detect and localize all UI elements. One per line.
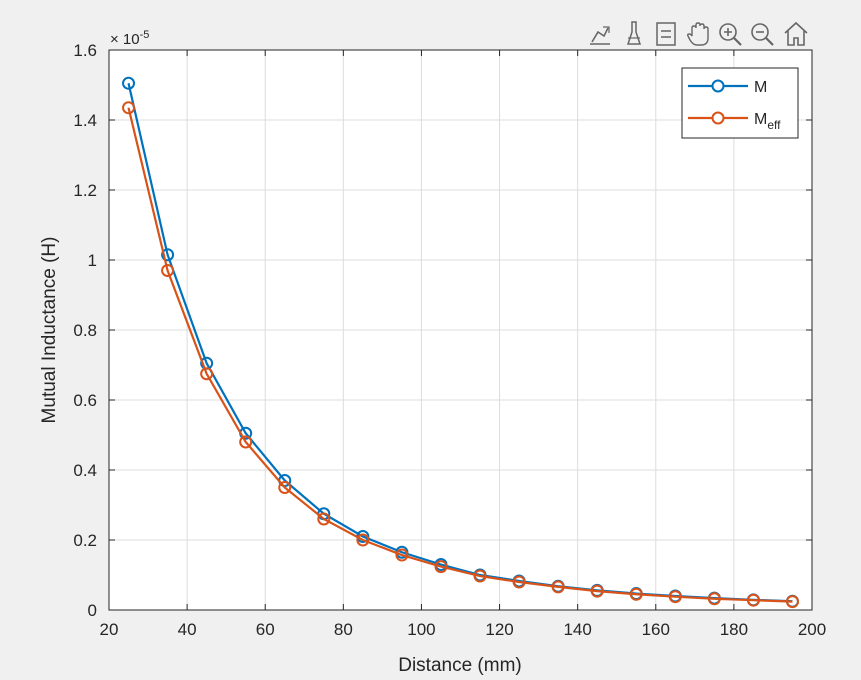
x-tick-label: 160: [642, 620, 670, 639]
datatip-icon[interactable]: [652, 18, 680, 50]
brush-edit-icon[interactable]: [586, 18, 614, 50]
data-point: [161, 248, 175, 262]
home-icon[interactable]: [782, 18, 810, 50]
data-point: [590, 584, 604, 598]
data-point: [161, 264, 175, 277]
zoom-in-icon[interactable]: [716, 18, 744, 50]
pan-hand-icon[interactable]: [684, 18, 712, 50]
x-tick-label: 120: [485, 620, 513, 639]
y-axis-label: Mutual Inductance (H): [39, 237, 60, 424]
y-tick-label: 1.4: [73, 111, 97, 130]
zoom-out-icon[interactable]: [748, 18, 776, 50]
legend-entry-label: Meff: [754, 111, 781, 132]
data-point: [200, 367, 214, 381]
x-tick-label: 40: [178, 620, 197, 639]
legend-box: [681, 67, 799, 139]
data-point: [551, 580, 565, 594]
figure-toolbar: [586, 18, 816, 50]
x-axis-label: Distance (mm): [398, 655, 522, 676]
data-point: [317, 512, 331, 526]
y-tick-label: 1.2: [73, 181, 97, 200]
x-tick-label: 180: [720, 620, 748, 639]
x-tick-label: 80: [334, 620, 353, 639]
y-tick-label: 0: [88, 601, 97, 620]
data-point: [278, 481, 292, 494]
data-point: [629, 587, 643, 601]
data-point: [785, 595, 799, 609]
data-point: [356, 533, 370, 547]
x-tick-label: 100: [407, 620, 435, 639]
data-point: [122, 101, 136, 115]
data-point: [746, 593, 760, 607]
y-exponent-label: × 10-5: [110, 29, 149, 48]
x-tick-label: 60: [256, 620, 275, 639]
series-line: [127, 107, 793, 603]
series-layer: [122, 76, 799, 609]
y-tick-label: 1.6: [73, 41, 97, 60]
y-tick-label: 1: [88, 251, 97, 270]
y-tick-label: 0.4: [73, 461, 97, 480]
x-tick-label: 200: [798, 620, 826, 639]
data-point: [122, 76, 136, 90]
x-tick-label: 20: [100, 620, 119, 639]
data-point: [395, 548, 409, 562]
data-point: [668, 590, 682, 604]
data-point: [512, 575, 526, 589]
data-point: [473, 569, 487, 583]
tick-labels: 20 40 60 80 100 120 140 160 180 200 0 0.2 0.4 0.6 0.8 1…: [73, 41, 826, 639]
data-point: [434, 560, 448, 574]
y-tick-label: 0.2: [73, 531, 97, 550]
legend[interactable]: M Meff: [681, 67, 799, 139]
series-m-eff: [122, 101, 799, 609]
y-tick-label: 0.6: [73, 391, 97, 410]
x-tick-label: 140: [563, 620, 591, 639]
data-point: [239, 435, 253, 449]
data-cursor-icon[interactable]: [620, 18, 648, 50]
y-tick-label: 0.8: [73, 321, 97, 340]
legend-swatch-marker: [711, 79, 725, 93]
legend-swatch-marker: [711, 111, 725, 125]
ticks: [108, 49, 813, 611]
data-point: [707, 592, 721, 606]
legend-entry-label: M: [754, 79, 767, 96]
